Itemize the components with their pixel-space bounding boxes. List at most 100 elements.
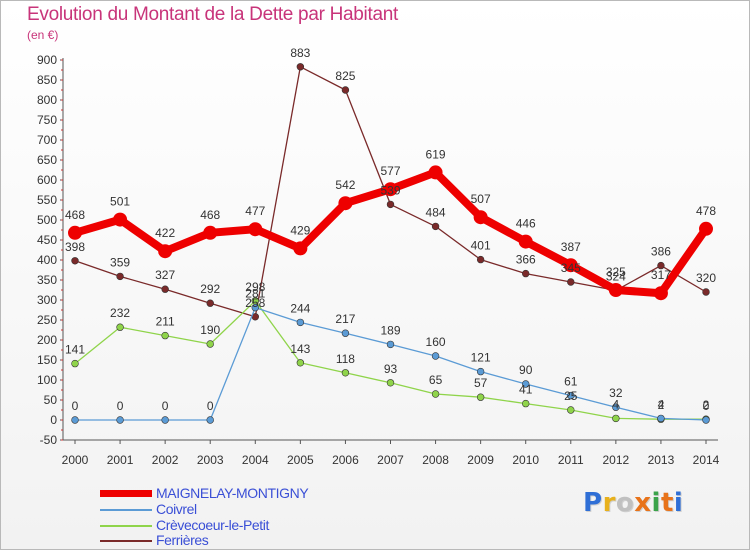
data-label: 0 [162, 399, 169, 413]
y-tick-label: 150 [37, 353, 57, 367]
data-label: 298 [245, 280, 265, 294]
y-tick-label: 50 [44, 393, 58, 407]
data-label: 317 [651, 268, 671, 282]
series-point-3 [341, 86, 350, 94]
series-point-3 [71, 257, 79, 265]
series-point-2 [296, 359, 305, 367]
data-label: 41 [519, 383, 533, 397]
data-label: 118 [336, 352, 355, 366]
series-point-1 [702, 416, 710, 424]
data-label: 468 [65, 208, 85, 222]
legend-swatch [100, 509, 152, 511]
y-tick-label: 0 [50, 413, 57, 427]
data-label: 484 [426, 205, 446, 219]
data-label: 386 [651, 245, 671, 259]
y-tick-label: 800 [37, 93, 57, 107]
series-point-1 [567, 391, 575, 400]
series-point-3 [296, 63, 305, 71]
data-label: 121 [471, 351, 491, 365]
x-tick-label: 2013 [648, 453, 675, 467]
y-tick-label: 500 [37, 213, 57, 227]
data-label: 281 [245, 287, 265, 301]
series-point-0 [608, 283, 623, 297]
data-label: 422 [155, 226, 175, 240]
series-point-0 [338, 196, 353, 211]
data-label: 446 [516, 217, 536, 231]
y-tick-label: 300 [37, 293, 57, 307]
series-point-0 [203, 225, 218, 240]
proxiti-logo: Proxiti [583, 488, 684, 518]
data-label: 90 [519, 363, 533, 377]
series-point-3 [206, 299, 214, 307]
data-label: 0 [207, 399, 214, 413]
x-tick-label: 2008 [422, 453, 449, 467]
x-tick-label: 2009 [467, 453, 494, 467]
series-point-3 [116, 272, 124, 281]
legend-swatch [100, 540, 152, 542]
data-label: 189 [380, 323, 400, 337]
legend-label: Coivrel [156, 501, 197, 517]
x-tick-label: 2014 [693, 453, 720, 467]
x-tick-label: 2007 [377, 453, 404, 467]
series-point-0 [428, 165, 443, 180]
series-point-1 [161, 416, 169, 424]
data-label: 141 [65, 343, 85, 357]
series-point-2 [567, 406, 575, 414]
series-point-1 [431, 352, 440, 360]
y-tick-label: 200 [37, 333, 57, 347]
y-tick-label: 450 [37, 233, 57, 247]
y-tick-label: 600 [37, 173, 57, 187]
data-label: 429 [290, 223, 310, 237]
data-label: 0 [703, 399, 710, 413]
data-label: 211 [156, 315, 175, 329]
data-label: 825 [335, 69, 355, 83]
data-label: 539 [380, 183, 400, 197]
series-point-3 [522, 269, 530, 278]
y-tick-label: 750 [37, 113, 57, 127]
series-point-2 [161, 331, 169, 340]
chart-title: Evolution du Montant de la Dette par Hab… [27, 4, 398, 25]
legend-swatch [100, 525, 152, 527]
series-point-1 [251, 303, 259, 312]
data-label: 2 [658, 398, 665, 412]
chart-unit-label: (en €) [27, 28, 59, 42]
data-label: 57 [474, 376, 488, 390]
series-point-2 [431, 390, 440, 398]
series-point-1 [476, 367, 485, 376]
y-tick-label: 700 [37, 133, 57, 147]
data-label: 93 [384, 362, 398, 376]
data-label: 65 [429, 373, 443, 387]
y-tick-label: 250 [37, 313, 57, 327]
data-label: 359 [110, 255, 130, 269]
x-tick-label: 2011 [558, 453, 584, 467]
series-point-0 [68, 225, 82, 240]
data-label: 292 [200, 282, 220, 296]
data-label: 4 [658, 397, 665, 411]
x-tick-label: 2005 [287, 453, 314, 467]
series-point-0 [113, 212, 128, 227]
series-point-3 [161, 285, 169, 293]
series-point-0 [473, 210, 488, 225]
series-point-2 [612, 414, 620, 423]
series-point-0 [699, 221, 713, 236]
data-label: 143 [290, 342, 310, 356]
data-label: 190 [200, 323, 220, 337]
legend-label: Ferrières [156, 532, 209, 548]
legend-swatch [100, 490, 152, 497]
data-label: 468 [200, 208, 220, 222]
data-label: 0 [72, 399, 79, 413]
x-tick-label: 2000 [62, 453, 89, 467]
y-tick-label: 400 [37, 253, 57, 267]
data-label: 258 [245, 296, 265, 310]
y-tick-label: 550 [37, 193, 57, 207]
data-label: 501 [110, 195, 130, 209]
data-label: 401 [471, 239, 491, 253]
series-point-2 [341, 369, 350, 377]
series-point-3 [386, 200, 395, 209]
data-label: 320 [696, 271, 716, 285]
data-label: 61 [564, 375, 578, 389]
series-point-1 [116, 416, 124, 424]
series-point-2 [71, 359, 79, 368]
series-point-3 [567, 278, 575, 286]
